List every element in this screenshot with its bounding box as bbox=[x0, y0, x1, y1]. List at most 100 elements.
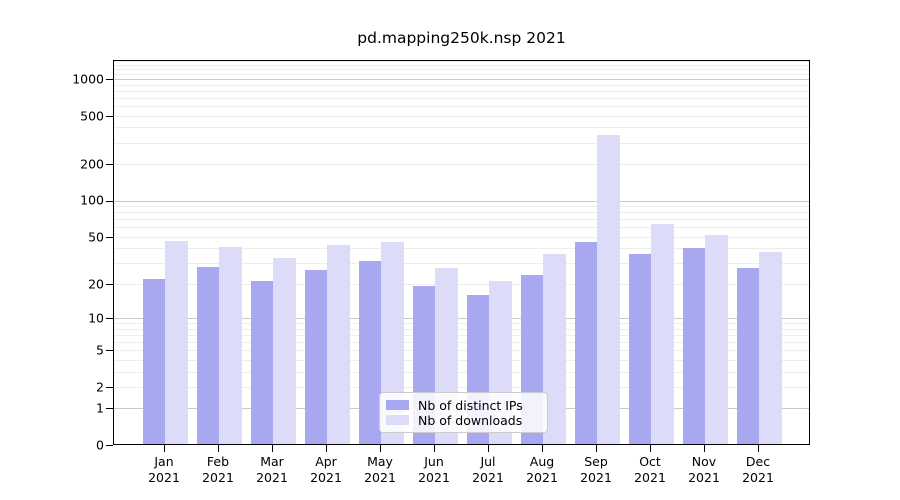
y-axis-tick-label: 10 bbox=[88, 310, 104, 326]
chart-title: pd.mapping250k.nsp 2021 bbox=[357, 29, 566, 47]
x-axis-tick-mark bbox=[488, 445, 489, 452]
x-axis-tick-mark bbox=[434, 445, 435, 452]
x-axis-tick-mark bbox=[596, 445, 597, 452]
x-axis-tick-label: Dec 2021 bbox=[742, 454, 774, 485]
y-axis-tick-mark bbox=[106, 164, 113, 165]
bar-distinct-ips-nov bbox=[683, 248, 705, 444]
minor-gridline bbox=[114, 341, 809, 343]
bar-distinct-ips-dec bbox=[737, 268, 759, 444]
bar-distinct-ips-oct bbox=[629, 253, 651, 444]
x-axis-tick-label: Feb 2021 bbox=[202, 454, 234, 485]
bar-downloads-apr bbox=[327, 244, 350, 444]
x-axis-tick-mark bbox=[326, 445, 327, 452]
minor-gridline bbox=[114, 334, 809, 336]
minor-gridline bbox=[114, 219, 809, 221]
x-axis-tick-label: Mar 2021 bbox=[256, 454, 288, 485]
legend-item-downloads: Nb of downloads bbox=[386, 412, 539, 428]
minor-gridline bbox=[114, 263, 809, 265]
y-axis-tick-mark bbox=[106, 78, 113, 80]
legend-item-distinct-ips: Nb of distinct IPs bbox=[386, 397, 539, 413]
minor-gridline bbox=[114, 359, 809, 361]
bar-downloads-aug bbox=[543, 253, 566, 444]
bar-distinct-ips-feb bbox=[197, 266, 219, 444]
bar-distinct-ips-sep bbox=[575, 242, 597, 444]
x-axis-tick-mark bbox=[164, 445, 165, 452]
x-axis-tick-label: Jun 2021 bbox=[418, 454, 450, 485]
minor-gridline bbox=[114, 164, 809, 165]
minor-gridline bbox=[114, 61, 809, 63]
minor-gridline bbox=[114, 386, 809, 388]
minor-gridline bbox=[114, 73, 809, 75]
y-axis-tick-label: 2 bbox=[96, 379, 104, 395]
legend-label-downloads: Nb of downloads bbox=[418, 412, 523, 428]
y-axis-tick-mark bbox=[106, 283, 113, 285]
bar-distinct-ips-mar bbox=[251, 281, 273, 444]
legend-label-distinct-ips: Nb of distinct IPs bbox=[418, 397, 523, 413]
minor-gridline bbox=[114, 97, 809, 99]
plot-area: Nb of distinct IPs Nb of downloads bbox=[113, 60, 810, 445]
bar-distinct-ips-jan bbox=[143, 278, 165, 444]
major-gridline bbox=[114, 78, 809, 80]
y-axis-tick-mark bbox=[106, 200, 113, 202]
legend-swatch-distinct-ips bbox=[386, 400, 409, 410]
y-axis-tick-label: 20 bbox=[88, 276, 104, 292]
minor-gridline bbox=[114, 328, 809, 330]
y-axis-tick-label: 200 bbox=[80, 156, 104, 172]
minor-gridline bbox=[114, 371, 809, 373]
minor-gridline bbox=[114, 84, 809, 86]
x-axis-tick-mark bbox=[704, 445, 705, 452]
minor-gridline bbox=[114, 227, 809, 229]
minor-gridline bbox=[114, 323, 809, 324]
y-axis-tick-mark bbox=[106, 115, 113, 117]
x-axis-tick-mark bbox=[758, 445, 759, 452]
minor-gridline bbox=[114, 106, 809, 107]
y-axis-tick-mark bbox=[106, 236, 113, 238]
bar-distinct-ips-may bbox=[359, 261, 381, 444]
minor-gridline bbox=[114, 283, 809, 285]
minor-gridline bbox=[114, 212, 809, 214]
y-axis-tick-label: 100 bbox=[80, 192, 104, 208]
y-axis-tick-label: 50 bbox=[88, 229, 104, 245]
bar-downloads-oct bbox=[651, 223, 674, 444]
x-axis-tick-mark bbox=[542, 445, 543, 452]
bar-downloads-mar bbox=[273, 258, 296, 444]
minor-gridline bbox=[114, 142, 809, 144]
legend: Nb of distinct IPs Nb of downloads bbox=[379, 392, 548, 433]
bar-downloads-nov bbox=[705, 234, 728, 444]
x-axis-tick-mark bbox=[272, 445, 273, 452]
x-axis-tick-label: May 2021 bbox=[364, 454, 396, 485]
y-axis-tick-label: 500 bbox=[80, 108, 104, 124]
x-axis-tick-label: Nov 2021 bbox=[688, 454, 720, 485]
y-axis-tick-mark bbox=[106, 408, 113, 410]
bar-downloads-dec bbox=[759, 252, 782, 444]
minor-gridline bbox=[114, 127, 809, 129]
minor-gridline bbox=[114, 350, 809, 352]
bar-downloads-jan bbox=[165, 241, 188, 444]
y-axis-tick-label: 5 bbox=[96, 342, 104, 358]
minor-gridline bbox=[114, 115, 809, 117]
y-axis-tick-mark bbox=[106, 350, 113, 352]
bar-downloads-feb bbox=[219, 247, 242, 444]
minor-gridline bbox=[114, 90, 809, 92]
legend-swatch-downloads bbox=[386, 415, 409, 425]
bar-downloads-sep bbox=[597, 135, 620, 444]
minor-gridline bbox=[114, 236, 809, 238]
bar-distinct-ips-apr bbox=[305, 270, 327, 444]
y-axis-tick-label: 1 bbox=[96, 400, 104, 416]
x-axis-tick-mark bbox=[650, 445, 651, 452]
y-axis-tick-mark bbox=[106, 386, 113, 388]
x-axis-tick-label: Sep 2021 bbox=[580, 454, 612, 485]
minor-gridline bbox=[114, 206, 809, 207]
x-axis-tick-label: Jul 2021 bbox=[472, 454, 504, 485]
minor-gridline bbox=[114, 69, 809, 71]
x-axis-tick-label: Apr 2021 bbox=[310, 454, 342, 485]
x-axis-tick-label: Oct 2021 bbox=[634, 454, 666, 485]
major-gridline bbox=[114, 200, 809, 202]
x-axis-tick-mark bbox=[380, 445, 381, 452]
x-axis-tick-mark bbox=[218, 445, 219, 452]
minor-gridline bbox=[114, 248, 809, 250]
x-axis-tick-label: Aug 2021 bbox=[526, 454, 558, 485]
major-gridline bbox=[114, 318, 809, 319]
y-axis-tick-mark bbox=[106, 445, 113, 446]
